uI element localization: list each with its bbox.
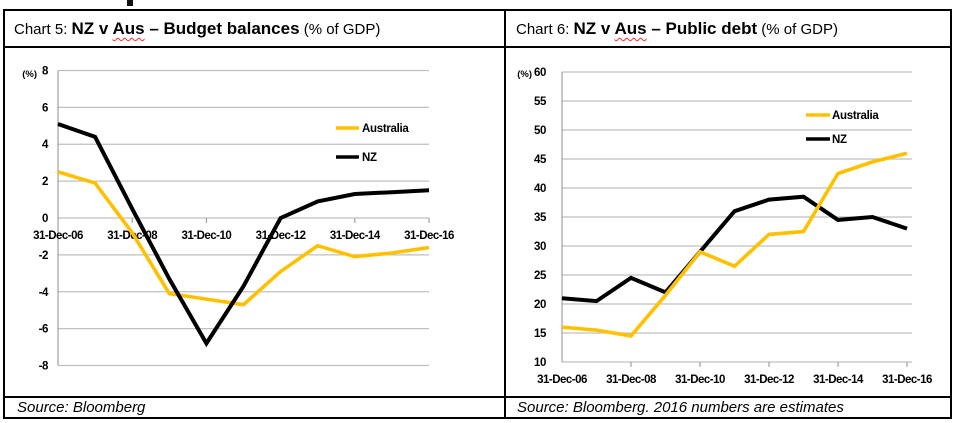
x-tick-label: 31-Dec-14 <box>330 230 381 242</box>
y-tick-label: 15 <box>534 328 547 340</box>
chart6-title: Chart 6: NZ v Aus – Public debt (% of GD… <box>516 11 946 46</box>
y-tick-label: 2 <box>42 176 48 188</box>
x-tick-label: 31-Dec-06 <box>33 230 83 242</box>
y-tick-label: 25 <box>534 270 547 282</box>
chart6-title-suffix: (% of GDP) <box>757 21 838 38</box>
series-line-nz <box>57 122 430 348</box>
y-tick-label: 50 <box>534 125 546 137</box>
column-divider <box>504 9 506 419</box>
legend-label-australia: Australia <box>362 123 409 135</box>
x-tick-label: 31-Dec-12 <box>256 230 306 242</box>
y-tick-label: 4 <box>42 139 49 151</box>
chart6-title-bold2: – Public debt <box>646 19 758 38</box>
chart5-source: Source: Bloomberg <box>17 399 146 416</box>
x-tick-label: 31-Dec-12 <box>744 374 794 386</box>
x-tick-label: 31-Dec-16 <box>882 374 932 386</box>
y-tick-label: 0 <box>42 213 48 225</box>
chart6-title-prefix: Chart 6: <box>516 21 574 38</box>
y-tick-label: 45 <box>534 154 547 166</box>
x-tick-label: 31-Dec-16 <box>404 230 454 242</box>
x-tick-label: 31-Dec-06 <box>537 374 587 386</box>
chart6-title-bold: NZ v <box>573 19 615 38</box>
legend-label-australia: Australia <box>832 110 879 122</box>
y-tick-label: 30 <box>534 241 546 253</box>
y-tick-label: 35 <box>534 212 547 224</box>
chart5-title: Chart 5: NZ v Aus – Budget balances (% o… <box>14 11 494 46</box>
series-line-nz <box>561 194 908 304</box>
y-tick-label: 6 <box>42 102 48 114</box>
y-tick-label: -8 <box>39 361 49 373</box>
y-tick-label: 20 <box>534 299 546 311</box>
y-axis-unit-label: (%) <box>22 69 37 80</box>
legend-label-nz: NZ <box>832 134 847 146</box>
y-tick-label: 60 <box>534 67 546 79</box>
x-tick-label: 31-Dec-10 <box>675 374 725 386</box>
legend-label-nz: NZ <box>362 152 377 164</box>
y-tick-label: -6 <box>39 324 48 336</box>
series-line-australia <box>561 151 908 338</box>
y-tick-label: -2 <box>39 250 48 262</box>
y-tick-label: -4 <box>39 287 49 299</box>
public-debt-chart: 60 55 50 45 40 35 30 25 20 15 10 (%) 31-Dec-06 31-Dec… <box>517 67 932 386</box>
y-tick-label: 8 <box>42 65 49 77</box>
chart5-title-suffix: (% of GDP) <box>299 21 381 38</box>
chart5-title-bold2: – Budget balances <box>144 19 300 38</box>
x-tick-label: 31-Dec-10 <box>181 230 231 242</box>
source-row-divider <box>3 396 952 398</box>
x-tick-label: 31-Dec-08 <box>606 374 657 386</box>
chart5-title-aus-spellcheck: Aus <box>112 19 145 38</box>
series-line-australia <box>57 170 430 307</box>
y-axis-unit-label: (%) <box>517 69 532 80</box>
chart6-title-aus-spellcheck: Aus <box>614 19 647 38</box>
chart5-title-bold: NZ v <box>71 19 113 38</box>
y-tick-label: 55 <box>534 96 547 108</box>
title-row-divider <box>3 46 952 48</box>
x-tick-label: 31-Dec-14 <box>813 374 864 386</box>
y-tick-label: 40 <box>534 183 546 195</box>
charts-table-border <box>3 9 952 419</box>
chart5-title-prefix: Chart 5: <box>14 21 72 38</box>
y-tick-label: 10 <box>534 357 546 369</box>
chart6-source: Source: Bloomberg. 2016 numbers are esti… <box>517 399 844 416</box>
cropped-text-artifact <box>127 0 133 6</box>
